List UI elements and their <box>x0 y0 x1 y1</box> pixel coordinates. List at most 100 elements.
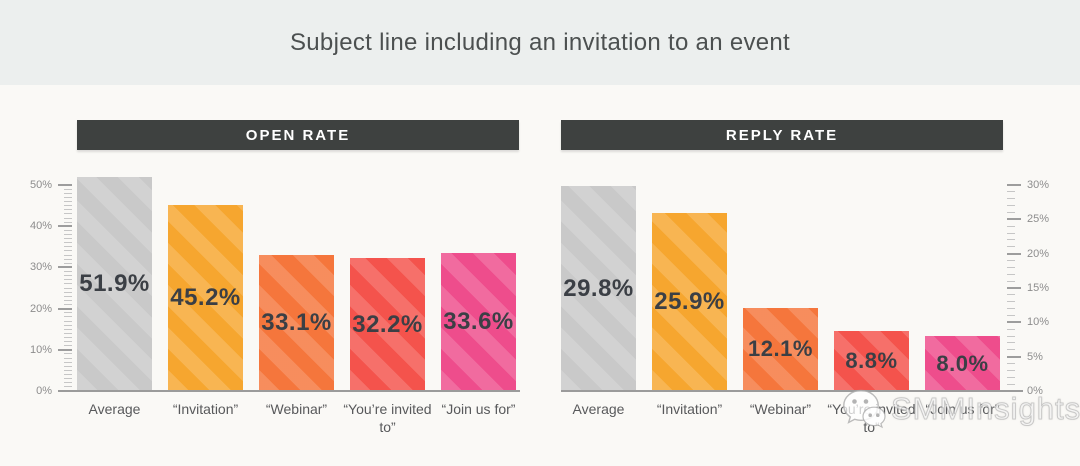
x-axis-label: “Invitation” <box>656 401 723 417</box>
axis-tick-label: 20% <box>1027 247 1050 260</box>
axis-tick <box>64 217 72 219</box>
axis-tick <box>58 184 72 186</box>
x-axis-label: “Webinar” <box>265 401 328 417</box>
axis-tick <box>1007 273 1015 275</box>
axis-tick <box>58 348 72 351</box>
axis-tick <box>64 238 72 240</box>
bar-value-label: 8.8% <box>845 347 898 373</box>
axis-tick <box>64 345 72 347</box>
x-axis-label: “You’re invited to” <box>343 401 432 436</box>
axis-tick-label: 40% <box>29 220 52 233</box>
bar: 25.9% <box>652 213 727 391</box>
axis-tick <box>64 262 72 264</box>
axis-tick <box>64 275 72 277</box>
axis-tick <box>64 365 72 367</box>
axis-tick <box>1007 335 1015 337</box>
x-axis-line <box>561 390 1023 392</box>
axis-tick-label: 0% <box>1027 385 1043 397</box>
axis-tick <box>64 201 72 202</box>
axis-tick-label: 25% <box>1027 213 1050 226</box>
axis-tick <box>1007 363 1015 364</box>
axis-tick <box>64 209 72 211</box>
bar: 12.1% <box>743 307 818 392</box>
x-axis-label: “Join us for” <box>441 401 516 417</box>
x-axis-label: “Invitation” <box>172 401 239 417</box>
axis-tick <box>64 205 72 207</box>
axis-tick <box>1007 369 1015 371</box>
axis-tick <box>64 271 72 272</box>
axis-tick <box>1007 191 1015 193</box>
axis-tick <box>64 287 72 289</box>
axis-tick <box>64 291 72 293</box>
axis-tick <box>64 279 72 281</box>
axis-tick <box>1007 205 1015 207</box>
axis-tick <box>64 353 72 355</box>
bar-value-label: 32.2% <box>352 310 423 338</box>
axis-tick-label: 30% <box>1027 179 1050 191</box>
bar: 51.9% <box>77 177 152 391</box>
x-axis-label: Average <box>88 401 141 417</box>
bar-value-label: 45.2% <box>170 283 241 311</box>
axis-tick <box>64 246 72 248</box>
axis-tick <box>64 196 72 198</box>
axis-tick <box>1007 349 1015 351</box>
axis-tick <box>64 213 72 215</box>
bar-value-label: 51.9% <box>79 270 150 298</box>
axis-tick <box>64 386 72 388</box>
axis-tick-label: 20% <box>29 302 52 315</box>
bar-value-label: 25.9% <box>654 288 725 316</box>
bar-value-label: 33.6% <box>443 307 514 335</box>
axis-tick <box>1007 266 1015 268</box>
open-rate-header: OPEN RATE <box>77 120 519 150</box>
axis-tick <box>1007 212 1015 213</box>
axis-tick <box>1007 328 1015 330</box>
axis-tick <box>64 336 72 338</box>
axis-tick-label: 15% <box>1027 282 1050 294</box>
axis-tick <box>64 357 72 359</box>
axis-tick <box>64 304 72 305</box>
axis-tick <box>1007 280 1015 282</box>
axis-tick <box>64 299 72 301</box>
axis-tick <box>64 254 72 256</box>
axis-tick <box>1007 301 1015 303</box>
axis-tick <box>64 316 72 318</box>
reply-rate-chart: REPLY RATE 29.8% 25.9% 12.1% 8.8% 8.0% 0% 5% 10… <box>515 120 1049 466</box>
axis-tick <box>64 242 72 244</box>
bar: 45.2% <box>168 204 243 392</box>
plot-area: 51.9% 45.2% 33.1% 32.2% 33.6% 0% 10% 20% 30% 40% 5… <box>30 177 520 397</box>
axis-tick <box>64 221 72 223</box>
axis-tick <box>1007 260 1015 261</box>
axis-tick-label: 5% <box>1027 350 1043 363</box>
axis-tick <box>64 374 72 375</box>
bar-value-label: 29.8% <box>563 274 634 302</box>
axis-tick <box>64 229 72 231</box>
axis-tick <box>64 324 72 326</box>
axis-tick <box>1007 287 1021 289</box>
axis-tick <box>1007 184 1021 186</box>
axis-tick <box>58 266 72 269</box>
axis-tick <box>64 378 72 380</box>
axis-tick <box>1007 321 1021 324</box>
axis-tick <box>58 225 72 228</box>
bar-value-label: 33.1% <box>261 308 332 336</box>
axis-tick <box>1007 252 1021 255</box>
bar: 33.1% <box>259 254 334 392</box>
page-title: Subject line including an invitation to … <box>289 28 791 56</box>
axis-tick <box>64 192 72 194</box>
axis-tick <box>64 188 72 190</box>
bar: 8.0% <box>925 336 1000 391</box>
axis-tick <box>64 312 72 314</box>
x-axis-label: “You’re invited to” <box>827 401 916 436</box>
axis-tick <box>1007 294 1015 296</box>
x-axis-label: “Webinar” <box>749 401 812 417</box>
axis-tick <box>64 328 72 330</box>
axis-tick <box>64 283 72 285</box>
axis-tick <box>1007 342 1015 344</box>
axis-tick <box>64 382 72 384</box>
axis-tick <box>1007 383 1015 385</box>
axis-tick <box>64 341 72 343</box>
axis-tick <box>1007 308 1015 310</box>
bar: 33.6% <box>441 252 516 392</box>
axis-tick-label: 30% <box>29 261 52 274</box>
